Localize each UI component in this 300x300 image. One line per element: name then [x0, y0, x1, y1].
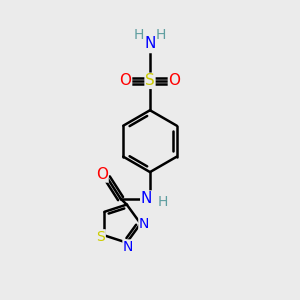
Text: N: N	[141, 191, 152, 206]
Text: S: S	[145, 73, 155, 88]
Text: O: O	[120, 73, 132, 88]
Text: N: N	[139, 217, 149, 231]
Text: S: S	[96, 230, 105, 244]
Text: O: O	[168, 73, 180, 88]
Text: O: O	[96, 167, 108, 182]
Text: H: H	[157, 195, 168, 209]
Text: H: H	[156, 28, 166, 42]
Text: N: N	[144, 37, 156, 52]
Text: N: N	[123, 240, 134, 254]
Text: H: H	[134, 28, 144, 42]
